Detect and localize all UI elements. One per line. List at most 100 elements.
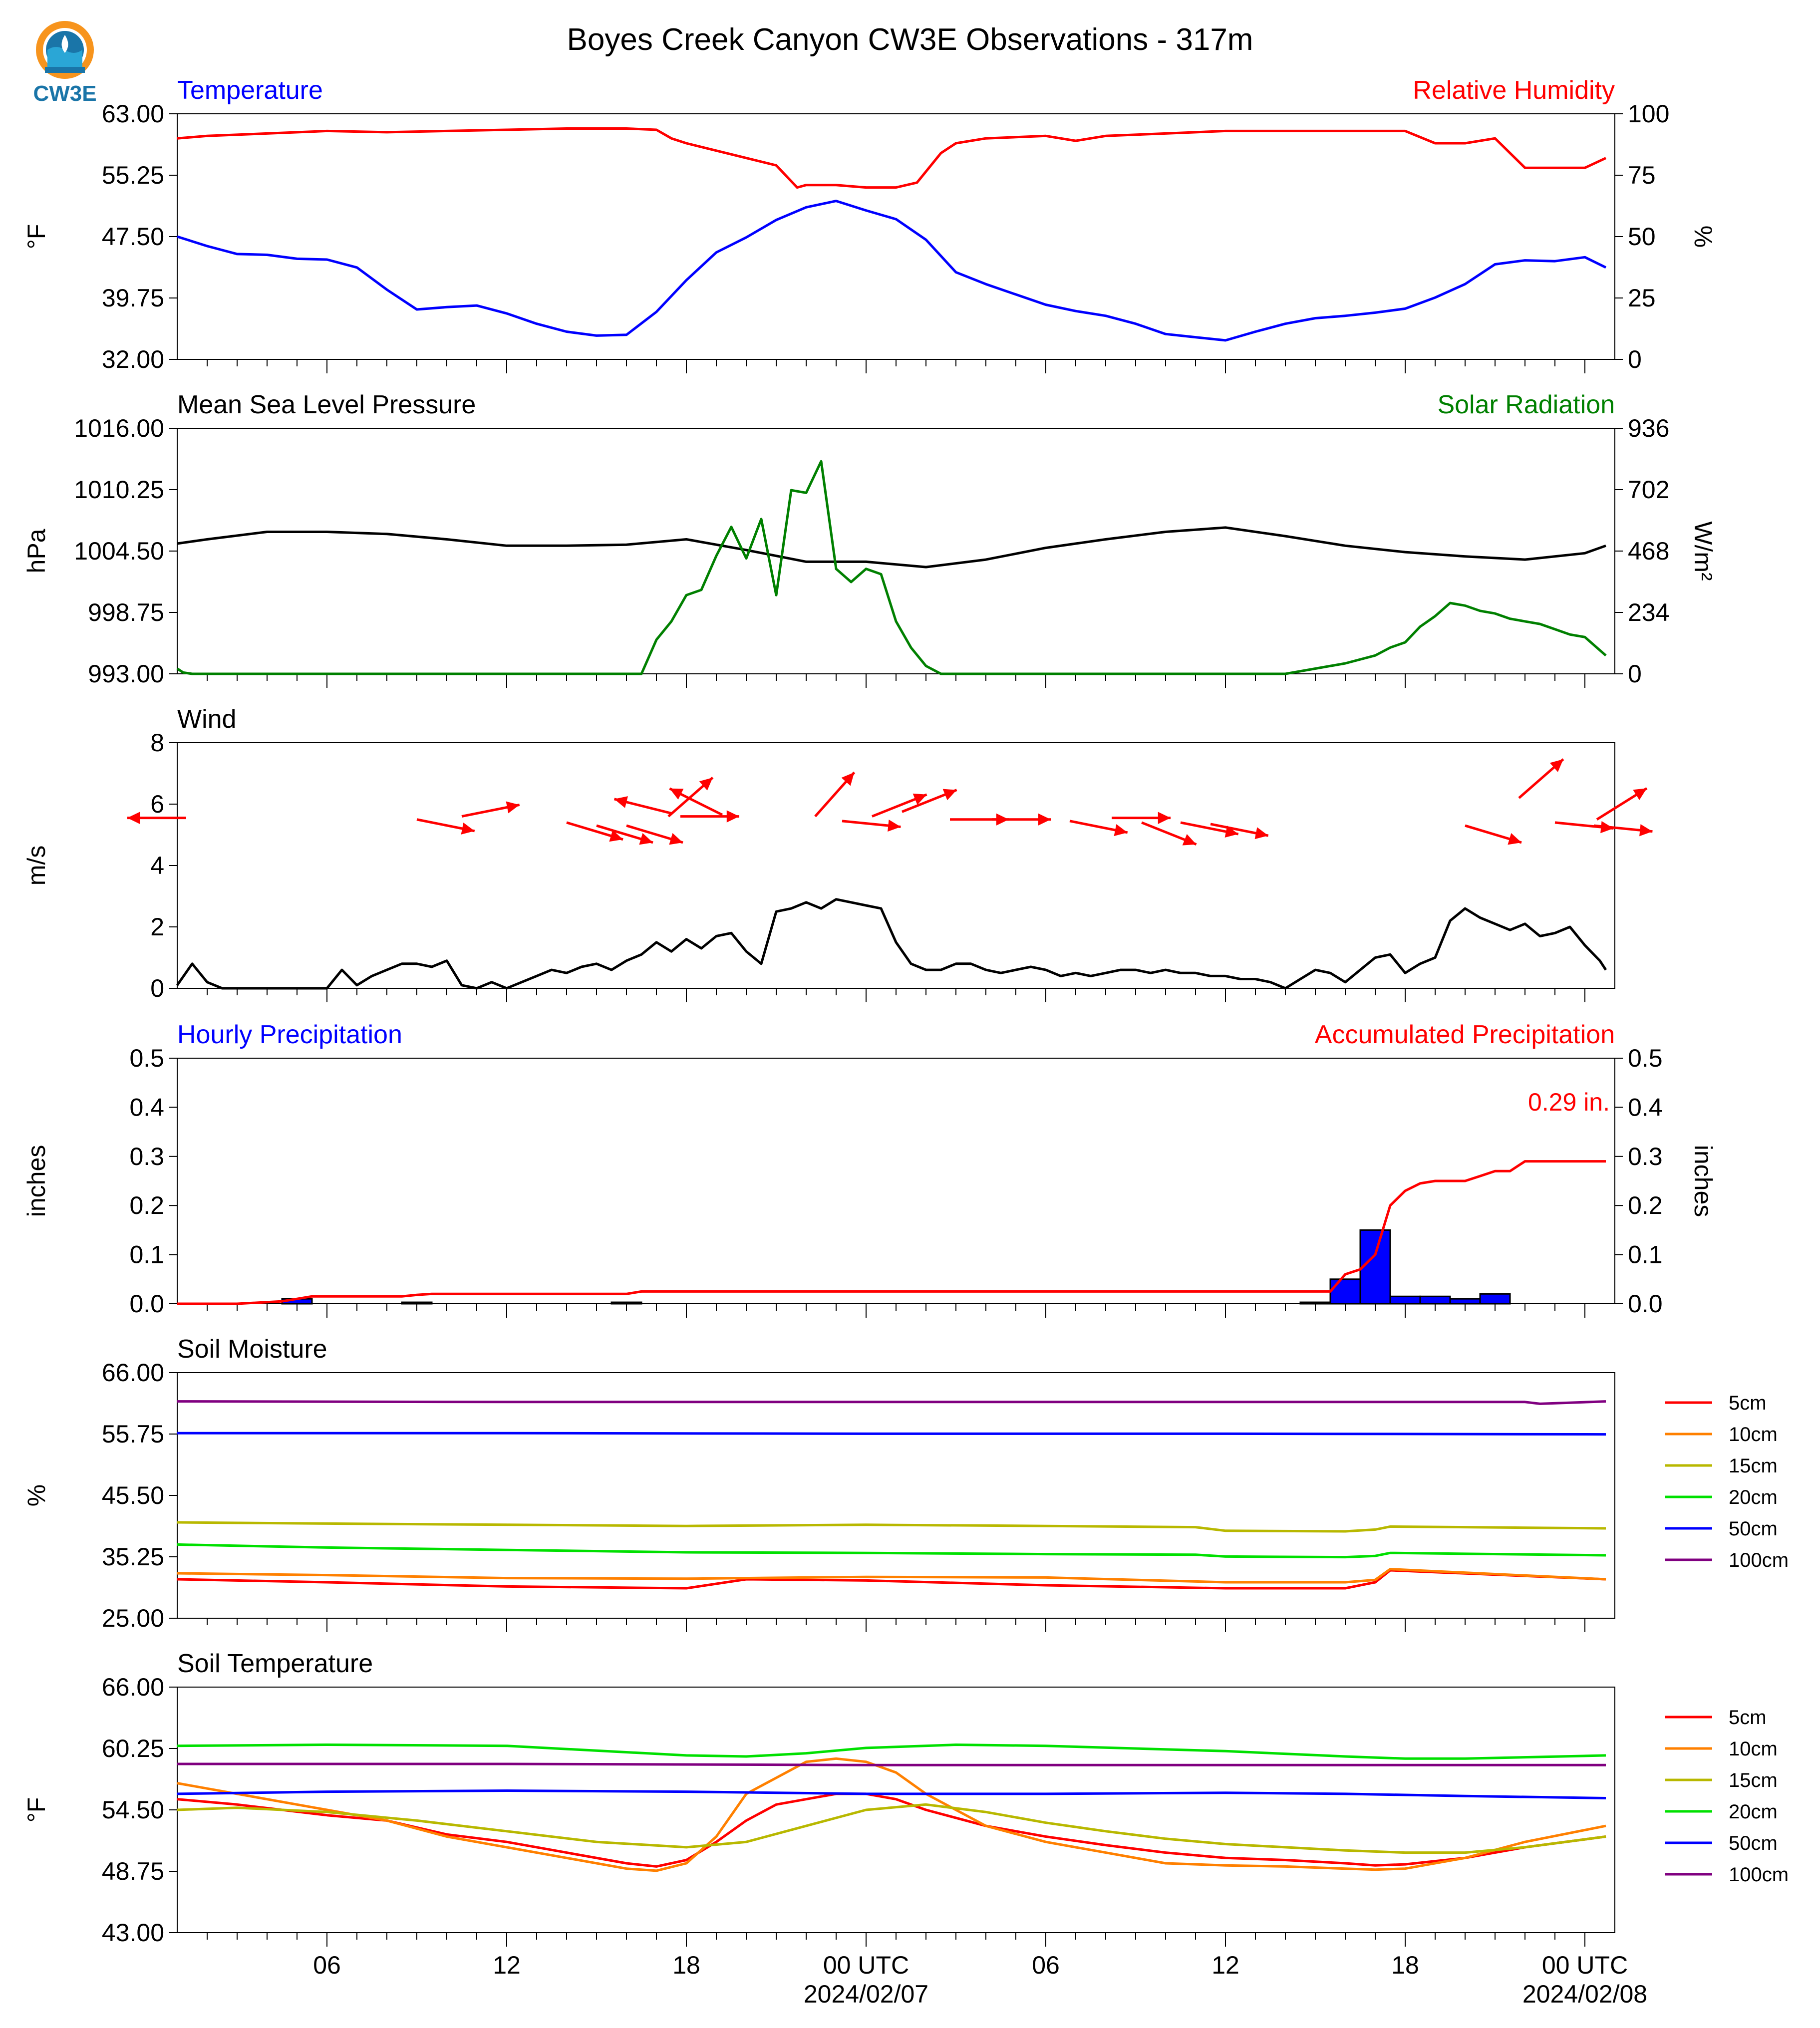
wind-arrow-head: [669, 788, 684, 800]
y-tick-label: 45.50: [102, 1481, 164, 1509]
y-tick-label: 35.25: [102, 1543, 164, 1571]
series-line-10cm: [177, 1568, 1606, 1584]
legend-label: 10cm: [1729, 1424, 1778, 1446]
series-line-100cm: [177, 1400, 1606, 1405]
series-line-100cm: [177, 1762, 1606, 1766]
y-tick-label: 60.25: [102, 1735, 164, 1762]
precip-bar: [1299, 1301, 1331, 1305]
y-tick-label-right: 0.5: [1628, 1044, 1663, 1072]
y-axis-label: °F: [22, 224, 50, 250]
y-tick-label: 0.0: [129, 1290, 164, 1318]
y-tick-label: 0.4: [129, 1093, 164, 1121]
wind-arrow-head: [127, 812, 140, 824]
y-tick-label: 1004.50: [74, 537, 164, 565]
y-tick-label-right: 0: [1628, 345, 1642, 373]
panel-title-left: Mean Sea Level Pressure: [177, 390, 476, 419]
y-tick-label: 66.00: [102, 1673, 164, 1701]
precip-bar: [610, 1301, 642, 1305]
legend-label: 15cm: [1729, 1455, 1778, 1477]
y-tick-label-right: 936: [1628, 414, 1669, 442]
wind-arrow-head: [841, 772, 855, 786]
panel-title-left: Soil Moisture: [177, 1335, 327, 1364]
y-tick-label-right: 0: [1628, 660, 1642, 688]
panel-title-right: Solar Radiation: [1437, 390, 1615, 419]
y-axis-label: %: [22, 1484, 50, 1506]
precip-bar: [1419, 1295, 1451, 1305]
x-tick-label: 12: [1212, 1951, 1239, 1979]
x-date-label: 2024/02/08: [1522, 1980, 1647, 2008]
x-tick-label: 12: [493, 1951, 521, 1979]
series-line-50cm: [177, 1432, 1606, 1436]
legend-label: 50cm: [1729, 1518, 1778, 1540]
cw3e-logo-icon: CW3E: [33, 21, 97, 106]
wind-arrow-head: [1038, 813, 1051, 826]
legend-label: 20cm: [1729, 1801, 1778, 1823]
y-axis-label: hPa: [22, 529, 50, 573]
y-tick-label: 48.75: [102, 1857, 164, 1885]
wind-arrow-head: [669, 833, 683, 845]
panel-frame: [177, 113, 1615, 360]
precip-bar: [1329, 1278, 1361, 1305]
y-tick-label: 39.75: [102, 284, 164, 312]
series-line-0: [177, 526, 1606, 569]
y-tick-label: 25.00: [102, 1604, 164, 1632]
wind-arrow-head: [639, 833, 653, 845]
wind-arrow-head: [1254, 827, 1268, 840]
y-axis-label: inches: [22, 1145, 50, 1217]
wind-arrow-head: [1639, 824, 1653, 837]
y-tick-label: 6: [150, 790, 164, 818]
series-line-10cm: [177, 1757, 1606, 1872]
panel-title-left: Soil Temperature: [177, 1649, 373, 1678]
y-axis-label-right: inches: [1689, 1145, 1717, 1217]
y-tick-label: 998.75: [88, 598, 164, 626]
y-tick-label-right: 0.4: [1628, 1093, 1663, 1121]
legend-label: 5cm: [1729, 1392, 1767, 1414]
accumulated-total-label: 0.29 in.: [1528, 1088, 1610, 1116]
y-axis-label-right: %: [1689, 226, 1717, 248]
y-axis-label: °F: [22, 1797, 50, 1823]
y-tick-label: 0: [150, 974, 164, 1002]
panel-frame: [177, 742, 1615, 989]
legend-label: 50cm: [1729, 1832, 1778, 1854]
wind-arrow-head: [1508, 833, 1522, 845]
x-tick-label: 06: [1032, 1951, 1060, 1979]
wind-arrow-head: [1633, 788, 1647, 800]
panel-soil-moisture: Soil Moisture 66.00 55.75 45.50 35.25 25.00% 5…: [22, 1335, 1789, 1632]
y-tick-label-right: 0.1: [1628, 1241, 1663, 1269]
series-line-5cm: [177, 1569, 1606, 1590]
precip-bar: [1479, 1293, 1511, 1305]
panel-title-right: Relative Humidity: [1413, 76, 1615, 105]
panel-title-left: Hourly Precipitation: [177, 1020, 402, 1049]
x-tick-label: 00 UTC: [823, 1951, 909, 1979]
wind-arrow-head: [1158, 812, 1171, 824]
x-tick-label: 18: [672, 1951, 700, 1979]
series-line-0: [176, 898, 1607, 990]
panel-wind: Wind 8 6 4 2 0 m/s: [22, 705, 1653, 1002]
series-line-5cm: [177, 1792, 1606, 1868]
series-line-50cm: [177, 1789, 1606, 1799]
x-tick-label: 18: [1391, 1951, 1419, 1979]
y-axis-label: m/s: [22, 846, 50, 886]
y-tick-label: 8: [150, 729, 164, 757]
y-tick-label: 66.00: [102, 1359, 164, 1387]
y-tick-label-right: 468: [1628, 537, 1669, 565]
series-line-1: [177, 127, 1607, 189]
cw3e-logo: CW3E: [27, 15, 102, 106]
y-tick-label: 54.50: [102, 1796, 164, 1824]
panel-title-left: Wind: [177, 705, 236, 734]
y-tick-label: 55.25: [102, 161, 164, 189]
precip-bar: [1359, 1229, 1391, 1305]
legend-label: 20cm: [1729, 1486, 1778, 1508]
panel-soil-temperature: Soil Temperature 66.00 60.25 54.50 48.75 43.0…: [22, 1649, 1789, 2008]
y-tick-label: 43.00: [102, 1919, 164, 1947]
y-tick-label: 1010.25: [74, 476, 164, 504]
panel-frame: [177, 1687, 1615, 1933]
legend-label: 5cm: [1729, 1707, 1767, 1729]
wind-arrow-head: [888, 819, 901, 832]
wind-arrow-head: [726, 810, 739, 823]
y-tick-label: 0.3: [129, 1143, 164, 1170]
y-tick-label: 2: [150, 913, 164, 941]
panel-hourly-precipitation: Hourly Precipitation Accumulated Precipit…: [22, 1020, 1717, 1318]
y-tick-label-right: 75: [1628, 161, 1656, 189]
